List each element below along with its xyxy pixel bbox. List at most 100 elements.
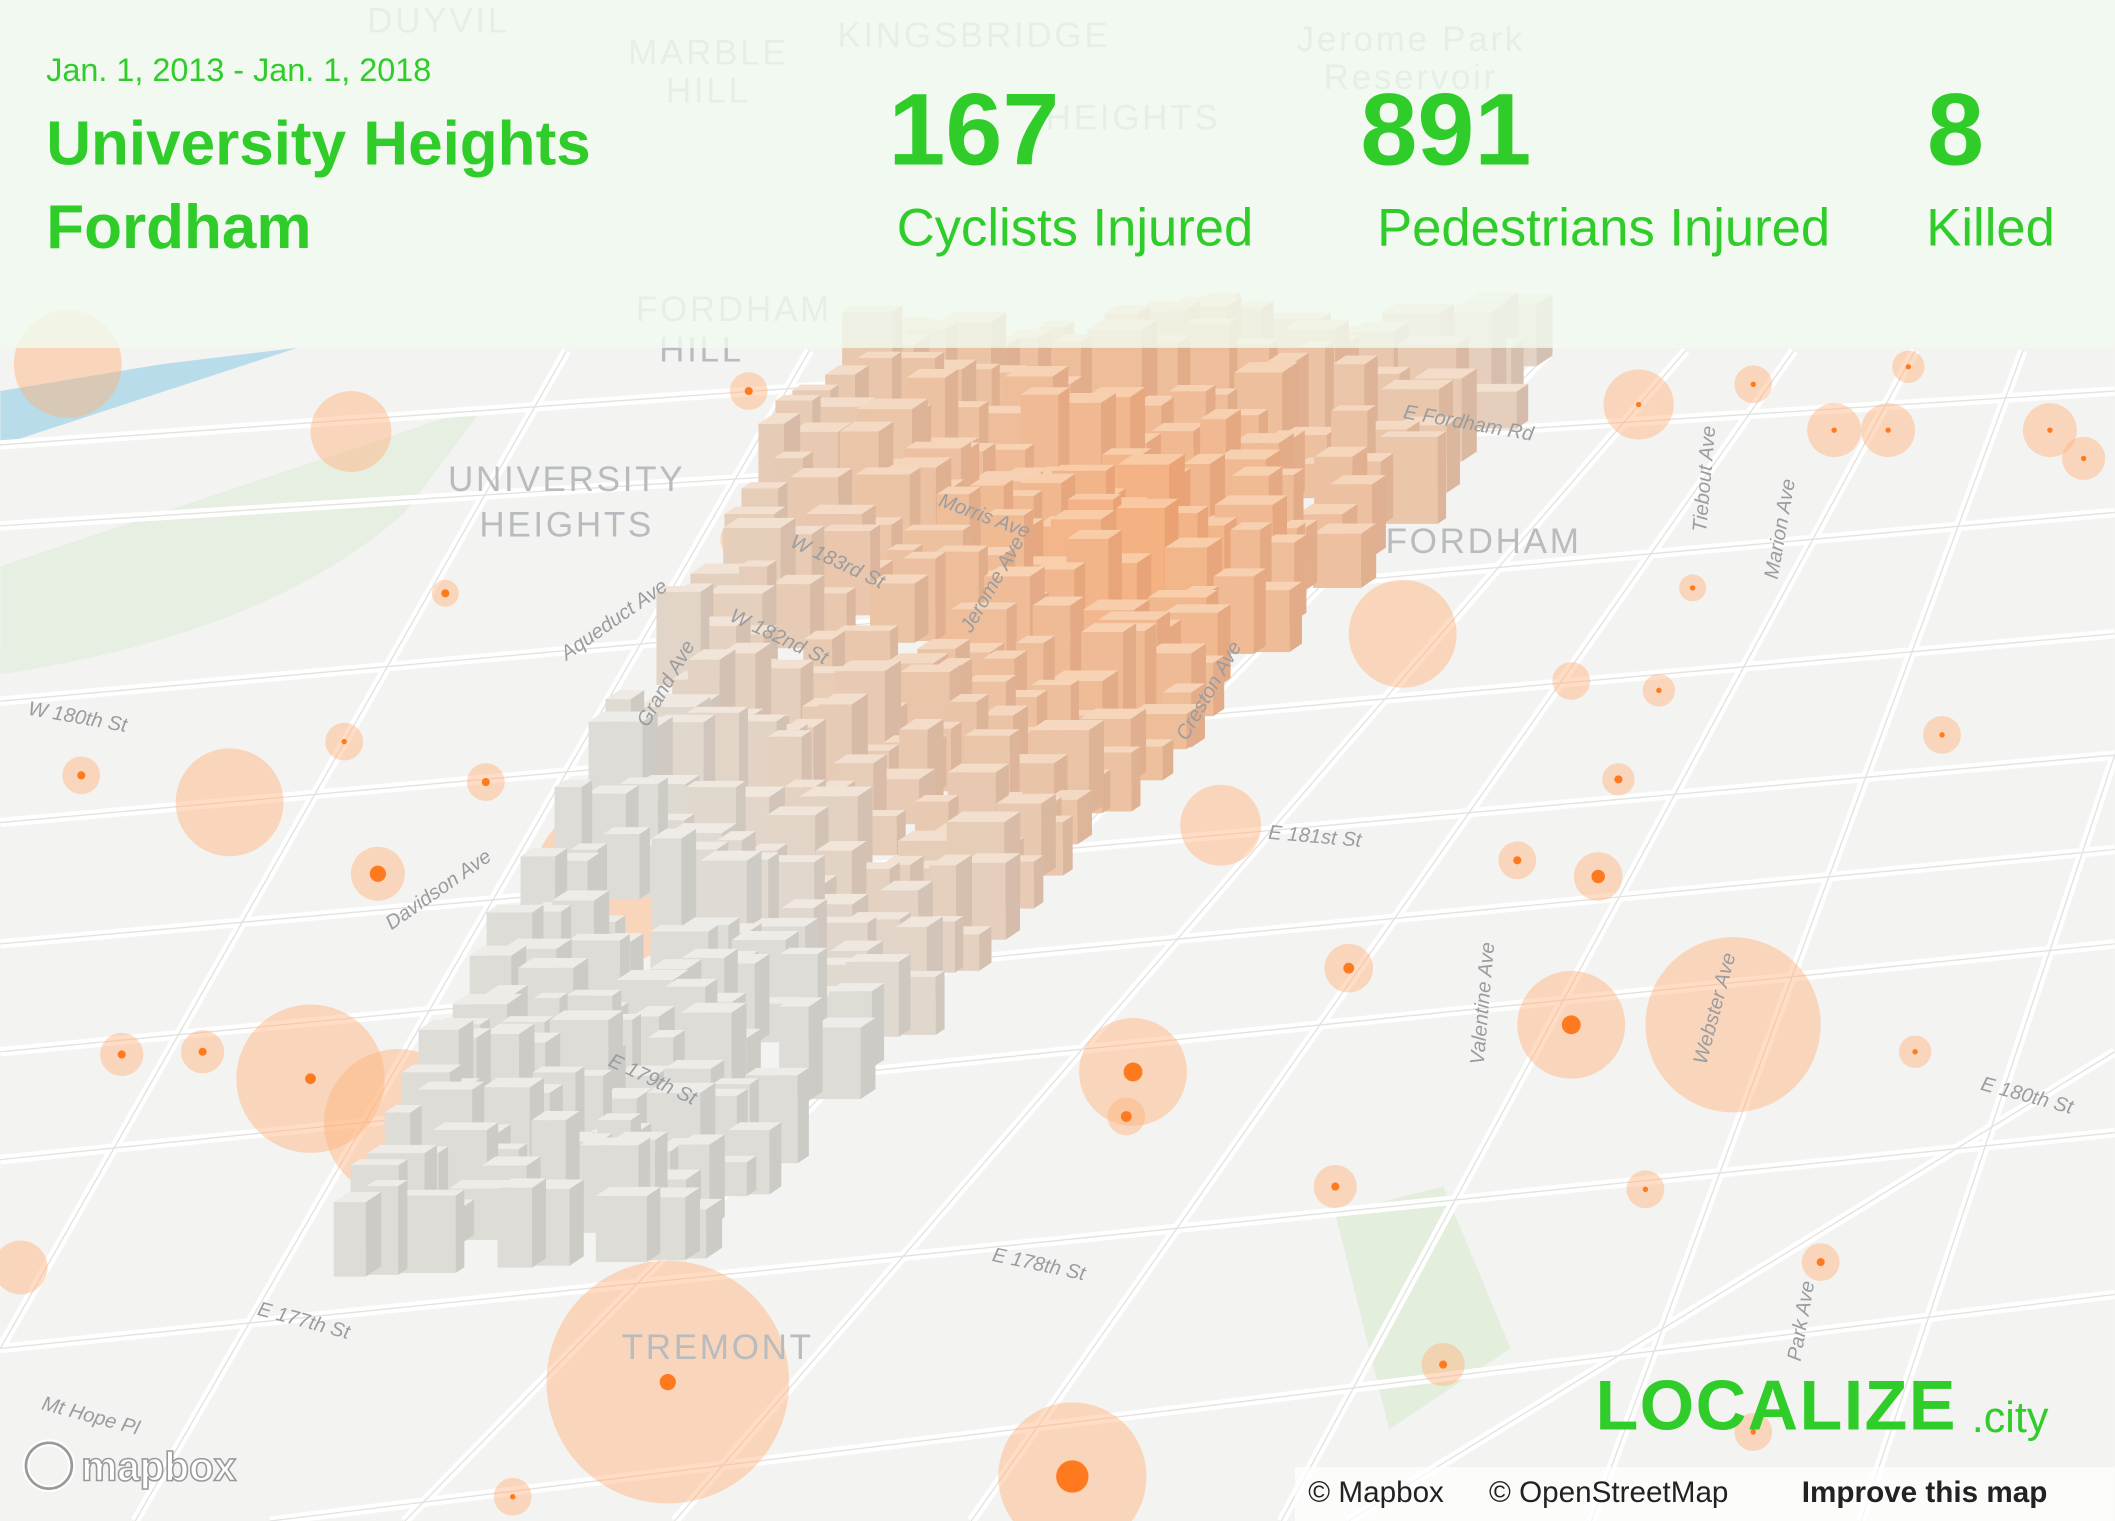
building-roof <box>922 437 979 443</box>
building-side <box>1033 855 1044 909</box>
building-roof <box>1230 522 1272 530</box>
building-roof <box>680 1002 747 1013</box>
building-roof <box>905 441 972 449</box>
building-roof <box>638 696 711 708</box>
crash-dot <box>1912 1049 1918 1055</box>
building-roof <box>1015 635 1055 644</box>
building-side <box>1213 655 1225 717</box>
streets <box>0 347 2115 1521</box>
building-side <box>455 1189 465 1274</box>
building-face <box>497 1187 533 1268</box>
building-side <box>398 1179 408 1275</box>
building-roof <box>1231 466 1283 476</box>
building-roof <box>366 1179 408 1187</box>
building-roof <box>663 1059 725 1069</box>
building-roof <box>906 368 959 378</box>
crash-dot <box>117 1050 126 1059</box>
building-roof <box>678 1134 725 1145</box>
building-roof <box>518 958 588 968</box>
crash-dot <box>1614 775 1623 784</box>
building-side <box>1041 793 1056 878</box>
building-roof <box>570 843 607 850</box>
building-face <box>595 1195 647 1263</box>
building-roof <box>765 855 825 863</box>
building-roof <box>982 650 1027 659</box>
building-roof <box>481 1156 541 1166</box>
building-roof <box>902 551 946 559</box>
building-side <box>746 1155 757 1197</box>
crash-dot <box>1939 732 1945 738</box>
street-edge <box>269 1293 2115 1521</box>
street-edge <box>970 350 1795 1521</box>
crash-dot <box>510 1494 516 1500</box>
building-roof <box>485 985 528 994</box>
building-roof <box>935 545 988 552</box>
building-side <box>706 1198 723 1259</box>
building-roof <box>1031 679 1079 686</box>
building-roof <box>1234 362 1298 373</box>
attribution-link[interactable]: © OpenStreetMap <box>1489 1476 1728 1509</box>
building-roof <box>1066 529 1122 539</box>
street-edge <box>1280 350 1916 1521</box>
attribution-link[interactable]: Improve this map <box>1802 1476 2048 1509</box>
building-side <box>681 828 697 927</box>
crash-dot <box>1120 1111 1132 1122</box>
building-roof <box>1215 449 1281 460</box>
building-side <box>532 1178 547 1268</box>
street-edge <box>0 350 568 1349</box>
building-roof <box>1048 670 1119 682</box>
crash-dot <box>1642 1186 1649 1192</box>
building-side <box>1131 746 1141 812</box>
building-roof <box>1151 422 1206 432</box>
building-side <box>1088 720 1105 816</box>
stat-value: 891 <box>1360 72 1531 187</box>
stat-label: Pedestrians Injured <box>1377 198 1830 257</box>
building-roof <box>985 509 1034 516</box>
building-roof <box>970 471 1043 482</box>
building-roof <box>1067 493 1122 500</box>
building-roof <box>805 504 876 515</box>
building-roof <box>836 625 899 631</box>
building-roof <box>605 690 645 700</box>
building-roof <box>741 482 788 489</box>
mapbox-logo[interactable]: mapbox <box>80 1443 237 1491</box>
building-roof <box>723 517 796 528</box>
crash-dot <box>2080 455 2087 462</box>
building-side <box>1282 362 1298 442</box>
crash-halo <box>1645 937 1821 1113</box>
building-roof <box>1413 368 1477 379</box>
building-side <box>1062 815 1073 876</box>
building-roof <box>1004 366 1069 377</box>
building-side <box>1437 431 1447 524</box>
building-roof <box>799 786 873 797</box>
building-roof <box>914 794 959 802</box>
building-roof <box>764 917 819 927</box>
building-roof <box>887 544 923 551</box>
crash-dot <box>1439 1360 1448 1369</box>
building-side <box>1162 739 1174 781</box>
crash-halo <box>1180 784 1262 866</box>
attribution-link[interactable]: © Mapbox <box>1308 1476 1444 1509</box>
building-side <box>1306 519 1318 590</box>
building-roof <box>686 706 748 713</box>
building-roof <box>484 1023 535 1034</box>
place-label: UNIVERSITY <box>448 460 685 499</box>
building-roof <box>580 1137 651 1146</box>
building-side <box>813 718 826 799</box>
building-side <box>1122 623 1137 722</box>
building-roof <box>712 1078 759 1085</box>
building-roof <box>656 585 710 592</box>
building-side <box>1253 568 1266 654</box>
building-roof <box>1033 562 1086 570</box>
crash-dot <box>2047 427 2053 433</box>
building-roof <box>1147 590 1218 598</box>
building-roof <box>895 916 943 928</box>
building-roof <box>965 675 1016 682</box>
attribution-bar <box>1294 1467 2115 1521</box>
building-roof <box>780 947 827 954</box>
crash-dot <box>1750 1429 1756 1435</box>
building-roof <box>448 1180 515 1189</box>
building-roof <box>1116 498 1179 508</box>
building-roof <box>766 806 829 816</box>
